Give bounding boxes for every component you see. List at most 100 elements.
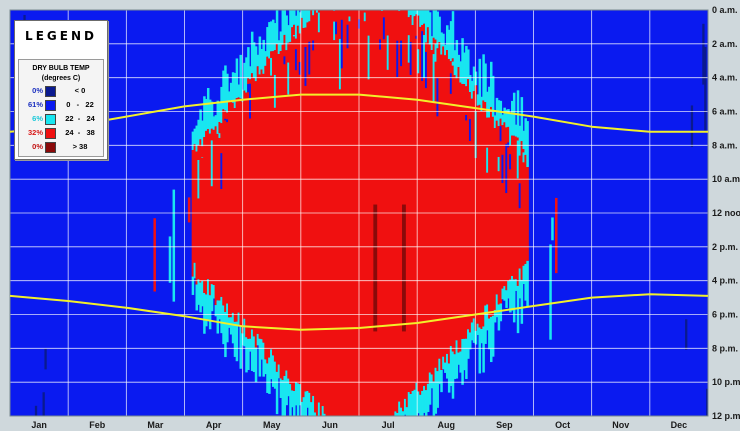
heatmap-cell xyxy=(495,294,499,318)
heatmap-cell xyxy=(501,114,504,126)
heatmap-cell xyxy=(446,25,449,51)
heatmap-cell xyxy=(205,294,208,327)
heatmap-cell xyxy=(237,97,241,313)
heatmap-cell xyxy=(459,61,462,83)
heatmap-cell xyxy=(294,15,298,39)
heatmap-cell xyxy=(480,96,483,112)
heatmap-cell xyxy=(206,88,210,130)
heatmap-cell xyxy=(224,311,227,358)
heatmap-cell xyxy=(493,115,497,129)
heatmap-cell xyxy=(205,98,208,131)
heatmap-cell xyxy=(463,338,466,371)
heatmap-cell xyxy=(264,65,267,360)
heatmap-cell xyxy=(245,92,248,338)
heatmap-cell xyxy=(247,47,250,79)
heatmap-cell xyxy=(409,15,413,394)
heatmap-cell xyxy=(512,279,516,323)
heatmap-cell xyxy=(298,384,302,406)
heatmap-cell xyxy=(293,24,296,391)
heatmap-cell xyxy=(226,73,229,113)
heatmap-cell xyxy=(214,115,218,127)
heatmap-cell xyxy=(235,98,239,322)
heatmap-cell xyxy=(187,197,191,223)
heatmap-cell xyxy=(457,352,460,365)
heatmap-cell xyxy=(304,391,308,416)
heatmap-cell xyxy=(442,33,445,47)
heatmap-cell xyxy=(491,116,495,316)
heatmap-cell xyxy=(482,326,485,373)
heatmap-cell xyxy=(409,393,413,416)
heatmap-cell xyxy=(501,125,504,289)
heatmap-cell xyxy=(488,318,491,350)
heatmap-cell xyxy=(315,10,319,13)
heatmap-cell xyxy=(260,69,264,340)
heatmap-cell xyxy=(465,338,468,379)
heatmap-cell xyxy=(273,50,277,362)
heatmap-cell xyxy=(419,26,422,395)
legend-item-range: 0 - 22 xyxy=(66,100,94,109)
heatmap-cell xyxy=(518,155,522,269)
heatmap-cell xyxy=(254,46,258,82)
heatmap-cell xyxy=(690,105,694,148)
heatmap-cell xyxy=(306,10,309,23)
heatmap-cell xyxy=(323,413,327,416)
y-tick-label: 0 a.m. xyxy=(712,5,738,15)
heatmap-cell xyxy=(270,349,273,380)
heatmap-cell xyxy=(268,357,271,394)
heatmap-cell xyxy=(396,10,399,413)
y-tick-label: 6 a.m. xyxy=(712,107,738,117)
x-tick-label: Apr xyxy=(206,420,222,430)
y-tick-label: 10 a.m. xyxy=(712,174,740,184)
x-tick-label: Jul xyxy=(382,420,395,430)
heatmap-cell xyxy=(507,280,510,299)
heatmap-cell xyxy=(203,292,206,334)
heatmap-cell xyxy=(407,35,411,63)
heatmap-cell xyxy=(220,86,223,124)
heatmap-cell xyxy=(239,325,242,369)
heatmap-cell xyxy=(296,10,300,26)
heatmap-cell xyxy=(291,10,294,28)
heatmap-cell xyxy=(476,94,480,106)
heatmap-cell xyxy=(509,154,512,170)
heatmap-cell xyxy=(210,140,214,187)
heatmap-cell xyxy=(512,135,516,280)
heatmap-cell xyxy=(417,15,420,392)
heatmap-cell xyxy=(260,48,264,70)
legend-item-percent: 0% xyxy=(32,142,43,151)
y-tick-label: 6 p.m. xyxy=(712,310,738,320)
heatmap-cell xyxy=(250,329,254,371)
heatmap-cell xyxy=(396,412,399,416)
heatmap-cell xyxy=(226,112,229,304)
heatmap-cell xyxy=(501,154,504,184)
heatmap-cell xyxy=(214,126,218,306)
heatmap-cell xyxy=(497,100,501,127)
heatmap-cell xyxy=(258,338,262,377)
legend-item-percent: 61% xyxy=(27,100,43,109)
heatmap-cell xyxy=(338,38,342,90)
heatmap-cell xyxy=(281,10,285,45)
plot-border xyxy=(9,9,709,417)
heatmap-cell xyxy=(413,16,417,390)
heatmap-cell xyxy=(321,10,325,407)
heatmap-cell xyxy=(400,40,403,67)
heatmap-cell xyxy=(262,39,265,74)
heatmap-cell xyxy=(306,22,309,391)
x-tick-label: May xyxy=(263,420,281,430)
heatmap-cell xyxy=(235,321,239,362)
y-axis-ticks: 0 a.m. 2 a.m. 4 a.m. 6 a.m. 8 a.m. 10 a.m. 12 … xyxy=(712,5,740,421)
x-tick-label: Jun xyxy=(322,420,338,430)
heatmap-cell xyxy=(514,124,518,137)
heatmap-cell xyxy=(245,57,248,93)
heatmap-cell xyxy=(231,72,235,103)
heatmap-cell xyxy=(283,10,286,35)
heatmap-cell xyxy=(453,50,457,76)
heatmap-cell xyxy=(493,309,497,323)
heatmap-cell xyxy=(279,51,283,379)
legend: LEGEND DRY BULB TEMP (degrees C) 0% < 0 61… xyxy=(14,20,108,160)
heatmap-cell xyxy=(432,54,436,103)
legend-item-percent: 0% xyxy=(32,86,43,95)
heatmap-cell xyxy=(293,35,296,37)
heatmap-cell xyxy=(289,10,292,42)
heatmap-cell xyxy=(229,100,233,318)
legend-item-percent: 6% xyxy=(32,114,43,123)
